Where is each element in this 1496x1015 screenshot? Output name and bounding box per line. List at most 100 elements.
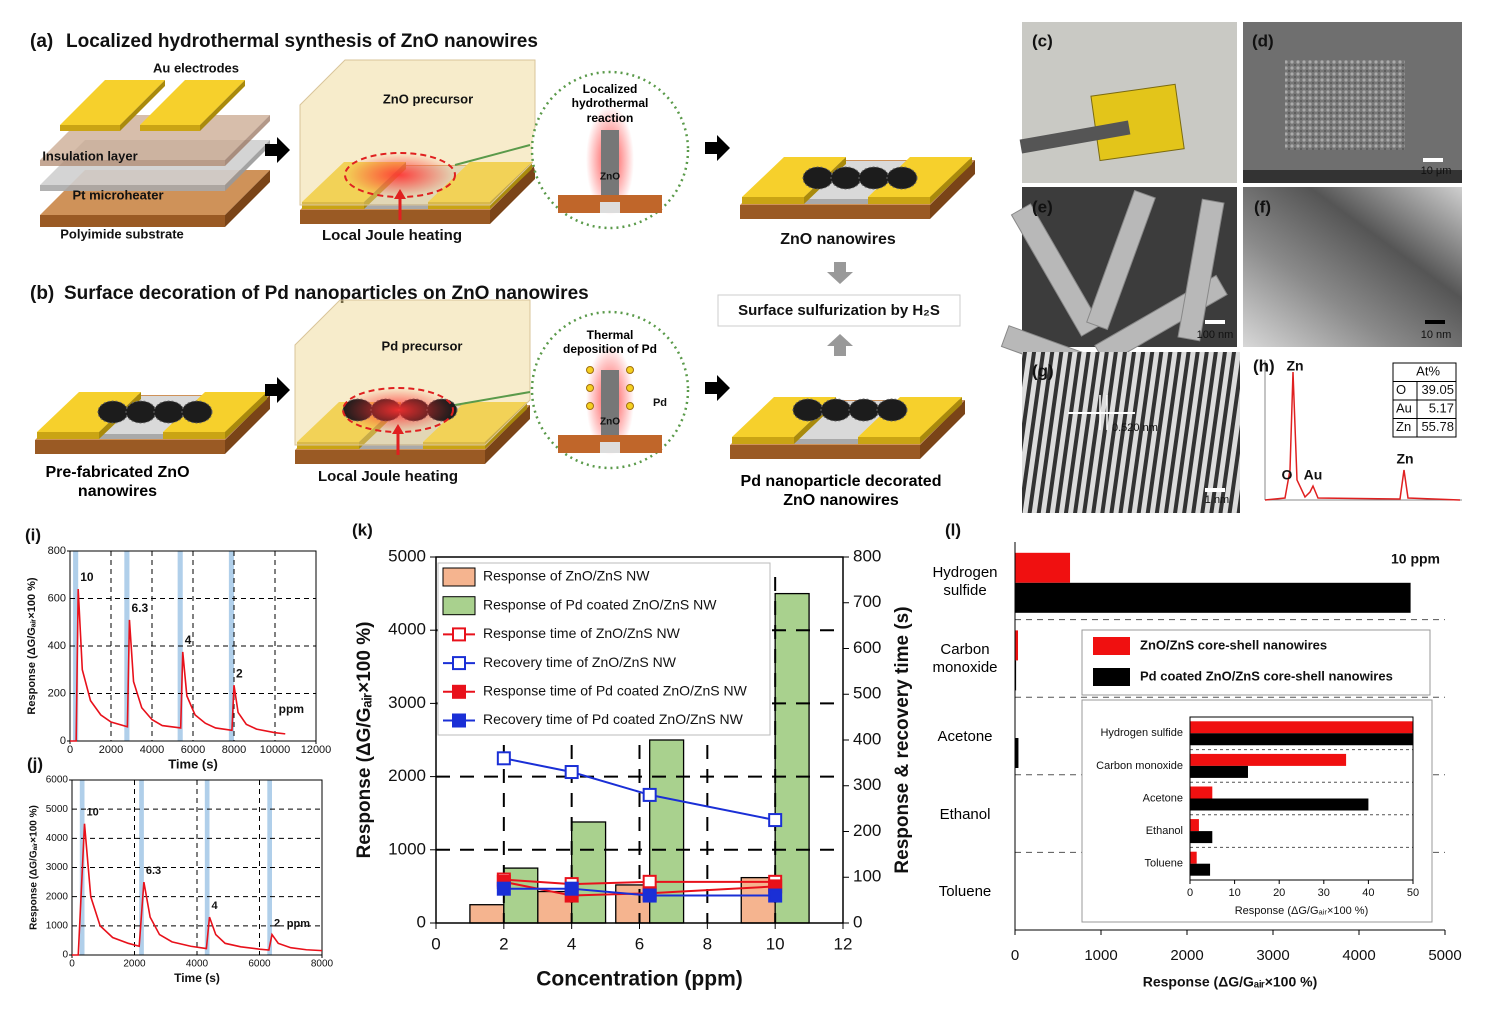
y-tick-label: Acetone xyxy=(937,728,993,745)
panel-label: (c) xyxy=(1032,31,1053,50)
y-tick-label: 0 xyxy=(62,950,68,961)
nanorod xyxy=(1010,203,1102,337)
y2-tick-label: 500 xyxy=(853,684,881,703)
pd-particle xyxy=(626,384,634,392)
scale-label: 1 nm xyxy=(1205,494,1229,506)
scale-label: 0.520 nm xyxy=(1112,422,1158,434)
slab-side xyxy=(200,80,245,131)
pd-particle xyxy=(626,366,634,374)
peak-label: 2 xyxy=(274,917,280,929)
table-header: At% xyxy=(1416,363,1440,378)
y-tick-label: 1000 xyxy=(46,920,69,931)
label: Pre-fabricated ZnO nanowires xyxy=(45,464,190,501)
bar xyxy=(1190,721,1413,734)
plot-frame xyxy=(69,550,317,742)
nanowire-cluster xyxy=(876,398,908,422)
label-box: Pre-fabricated ZnO nanowires xyxy=(45,464,190,501)
y2-tick-label: 700 xyxy=(853,592,881,611)
x-tick-label: 4000 xyxy=(140,744,164,756)
panel-label: (d) xyxy=(1252,31,1274,50)
slab-side xyxy=(120,80,165,131)
spectrum xyxy=(1264,371,1461,501)
inset-frame xyxy=(1189,716,1414,881)
peak-label: 6.3 xyxy=(131,601,148,615)
label-box: Localized hydrothermal reaction xyxy=(572,82,649,125)
y-axis-label: Response (ΔG/Gₐᵢᵣ×100 %) xyxy=(354,622,375,859)
scale-bar xyxy=(1205,488,1225,492)
bar xyxy=(1190,765,1248,778)
slab-front xyxy=(730,445,920,459)
y-tick-label: Ethanol xyxy=(939,805,991,823)
label: Local Joule heating xyxy=(322,227,462,244)
bar xyxy=(1190,798,1369,811)
panel-label: (b) xyxy=(30,283,54,304)
slab-top xyxy=(140,80,245,125)
slab-front xyxy=(140,125,200,131)
nanowire-cluster xyxy=(820,398,852,422)
x-tick-label: 6000 xyxy=(181,744,205,756)
peak-label: 10 xyxy=(80,570,94,584)
x-tick-label: 3000 xyxy=(1256,947,1289,964)
x-tick-label: 8000 xyxy=(311,959,334,970)
y-tick-label: 400 xyxy=(48,640,66,652)
legend-label: Response time of Pd coated ZnO/ZnS NW xyxy=(483,683,748,699)
slab-front xyxy=(37,432,99,439)
unit-label: ppm xyxy=(287,918,310,930)
label: Surface sulfurization by H₂S xyxy=(738,302,940,319)
point xyxy=(642,874,657,889)
slab-side xyxy=(225,395,270,454)
slab-front xyxy=(295,450,485,464)
panel-label: (l) xyxy=(945,520,961,539)
line xyxy=(503,887,776,897)
arrow-head xyxy=(394,189,406,199)
bar xyxy=(1015,738,1019,768)
x-tick-label: 8 xyxy=(703,934,712,953)
legend-swatch xyxy=(452,713,466,728)
panel-label: (g) xyxy=(1032,361,1054,380)
x-axis-label: Response (ΔG/Gₐᵢᵣ×100 %) xyxy=(1143,974,1318,990)
label: Pt microheater xyxy=(72,187,163,202)
inset-x-tick-label: 30 xyxy=(1318,887,1330,899)
label: Pd precursor xyxy=(382,338,463,353)
arrow xyxy=(705,375,730,401)
exposure-band xyxy=(228,551,234,741)
legend-label: Recovery time of Pd coated ZnO/ZnS NW xyxy=(483,711,744,727)
point xyxy=(642,787,657,802)
x-tick-label: 4000 xyxy=(186,959,209,970)
scale-bar xyxy=(1425,320,1445,324)
plot-frame xyxy=(71,779,323,956)
slab-side xyxy=(485,405,530,464)
point xyxy=(564,881,579,896)
inset-y-tick-label: Hydrogen sulfide xyxy=(1100,727,1183,739)
exposure-band xyxy=(73,551,79,741)
slab-front xyxy=(300,210,490,224)
panel-label: (f) xyxy=(1254,197,1271,216)
label: ZnO xyxy=(600,172,620,183)
slab-side xyxy=(930,157,972,204)
legend-swatch xyxy=(452,684,466,699)
peak-label: 6.3 xyxy=(146,865,161,877)
exposure-band xyxy=(139,780,144,955)
slab-front xyxy=(40,215,225,227)
point xyxy=(564,765,579,780)
panel-label: (e) xyxy=(1032,197,1053,216)
x-tick-label: 10 xyxy=(766,934,785,953)
table-cell: 55.78 xyxy=(1421,419,1454,434)
table-cell: O xyxy=(1396,382,1406,397)
y-tick-label: 0 xyxy=(60,735,66,747)
device xyxy=(1090,83,1185,162)
table-cell: Zn xyxy=(1396,419,1411,434)
panel-label: (k) xyxy=(352,520,373,539)
y-tick-label: 1000 xyxy=(388,839,426,858)
legend-swatch xyxy=(452,656,466,671)
y-tick-label: 4000 xyxy=(388,620,426,639)
arrow-head xyxy=(392,424,404,434)
y2-tick-label: 300 xyxy=(853,775,881,794)
bar xyxy=(469,904,505,924)
y-axis-label: Response (ΔG/Gₐᵢᵣ×100 %) xyxy=(26,577,38,714)
peak-label: Au xyxy=(1304,467,1323,483)
x-tick-label: 6000 xyxy=(248,959,271,970)
peak-label: 4 xyxy=(212,900,219,912)
bar xyxy=(1015,660,1017,691)
